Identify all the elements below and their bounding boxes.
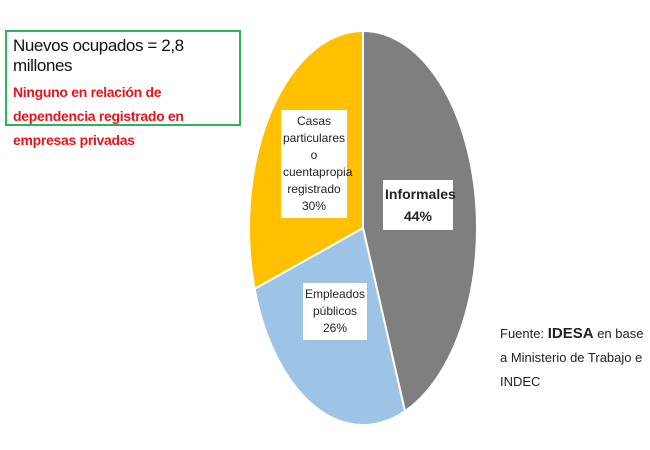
chart-title: Nuevos ocupados = 2,8 millones xyxy=(13,36,184,75)
title-box: Nuevos ocupados = 2,8 millones Ninguno e… xyxy=(5,30,241,148)
slice-label: Empleados públicos 26% xyxy=(303,283,367,340)
category-label: Informales xyxy=(385,186,456,202)
value-label: 26% xyxy=(322,321,348,335)
slice-label: Casas particulares o cuentapropia regist… xyxy=(281,110,353,218)
category-label: Casas particulares o cuentapropia regist… xyxy=(283,114,353,196)
value-label: 30% xyxy=(301,199,327,213)
source-text: en base a Ministerio de Trabajo e INDEC xyxy=(500,326,644,389)
chart-subtitle: Ninguno en relación de dependencia regis… xyxy=(13,84,184,148)
slice-label: Informales 44% xyxy=(383,180,456,230)
category-label: Empleados públicos xyxy=(305,287,366,318)
source-emphasis: IDESA xyxy=(547,325,594,342)
value-label: 44% xyxy=(403,208,433,224)
source: Fuente: IDESA en base a Ministerio de Tr… xyxy=(500,322,645,394)
source-prefix: Fuente: xyxy=(500,326,545,341)
